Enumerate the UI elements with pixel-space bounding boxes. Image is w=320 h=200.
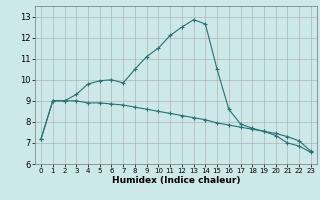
X-axis label: Humidex (Indice chaleur): Humidex (Indice chaleur) xyxy=(112,176,240,185)
